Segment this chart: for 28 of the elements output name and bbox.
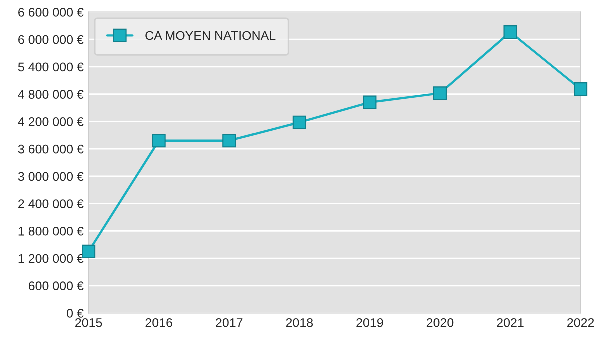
- point: [574, 82, 588, 96]
- point: [504, 26, 518, 40]
- x-tick-label: 2019: [356, 318, 384, 328]
- y-tick-label: 5 400 000 €: [18, 62, 84, 72]
- x-tick-label: 2022: [568, 318, 594, 328]
- y-tick-label: 3 600 000 €: [18, 144, 84, 154]
- point: [152, 134, 166, 148]
- y-tick-label: 4 800 000 €: [18, 90, 84, 99]
- y-tick-label: 6 000 000 €: [18, 35, 84, 44]
- point: [292, 116, 306, 130]
- legend-label: CA MOYEN NATIONAL: [146, 31, 276, 40]
- x-tick-label: 2018: [286, 318, 314, 328]
- y-tick-label: 6 600 000 €: [18, 8, 84, 17]
- point: [82, 244, 96, 258]
- y-tick-label: 4 200 000 €: [18, 118, 84, 126]
- x-tick-label: 2015: [76, 318, 102, 328]
- x-tick-label: 2016: [146, 318, 172, 328]
- y-tick-label: 2 400 000 €: [18, 200, 84, 208]
- point: [363, 96, 377, 110]
- y-tick-label: 3 000 000 €: [18, 172, 84, 182]
- x-tick-label: 2021: [497, 318, 524, 328]
- point: [222, 134, 236, 148]
- x-tick-label: 2020: [426, 318, 454, 328]
- y-tick-label: 600 000 €: [28, 282, 84, 291]
- point: [433, 86, 447, 100]
- y-tick-label: 1 800 000 €: [18, 226, 84, 236]
- x-tick-label: 2017: [216, 318, 243, 328]
- y-tick-label: 0 €: [67, 309, 84, 318]
